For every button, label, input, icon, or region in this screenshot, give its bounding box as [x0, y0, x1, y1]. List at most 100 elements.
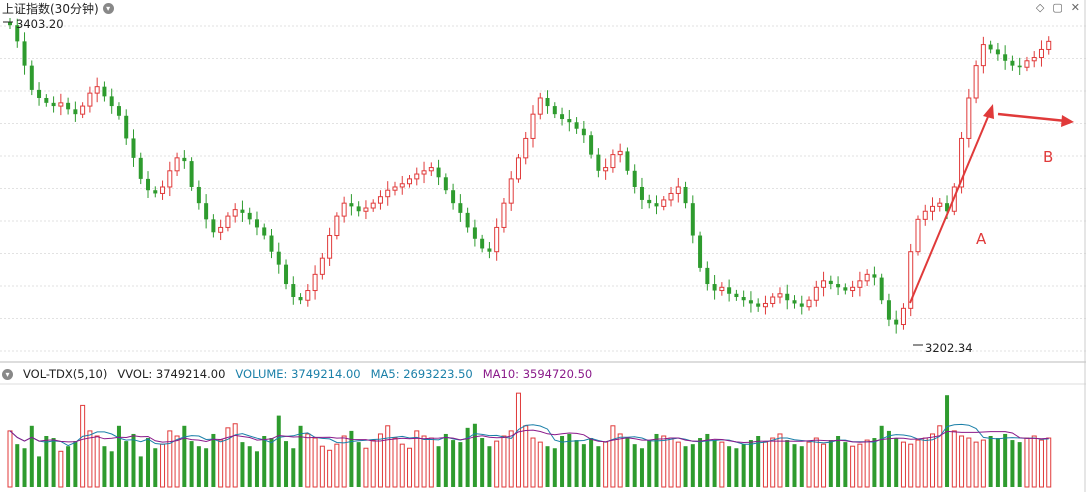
volume-bar: [37, 456, 42, 487]
arrow-b-line: [997, 112, 1067, 123]
candle-body: [225, 215, 231, 228]
volume-bar: [589, 438, 594, 487]
candle-body: [930, 205, 936, 212]
volume-bar: [341, 435, 347, 488]
volume-bar: [73, 441, 78, 487]
volume-bar: [719, 441, 725, 488]
volume-bar: [705, 433, 710, 487]
candle-body: [857, 280, 863, 288]
candle-body: [632, 170, 637, 187]
ma5-label: MA5: 2693223.50: [370, 367, 473, 381]
candle-body: [51, 102, 56, 107]
volume-bar: [29, 425, 34, 487]
window-controls: ◇ ▢ ✕: [1036, 1, 1080, 14]
volume-bar: [741, 444, 746, 487]
candle-body: [312, 273, 318, 292]
volume-bar: [44, 436, 49, 487]
volume-bar: [959, 435, 965, 488]
candle-body: [472, 227, 477, 239]
candle-body: [428, 167, 434, 172]
volume-bar: [748, 440, 753, 487]
ma10-label: MA10: 3594720.50: [482, 367, 593, 381]
volume-bar: [523, 425, 529, 488]
arrow-b-head: [1061, 115, 1074, 127]
volume-bar: [15, 444, 20, 487]
candle-body: [240, 209, 245, 213]
candle-body: [836, 284, 841, 288]
candle-body: [349, 203, 354, 207]
volume-bar: [407, 447, 413, 488]
candle-body: [356, 206, 361, 212]
ma5-line: [9, 423, 1049, 447]
candle-body: [204, 203, 209, 220]
candle-body: [146, 178, 151, 191]
candle-body: [1017, 65, 1022, 68]
volume-bar: [945, 395, 950, 487]
volume-bar: [232, 423, 238, 488]
candle-body: [603, 167, 609, 172]
volume-bar: [756, 436, 761, 487]
candle-body: [22, 41, 27, 66]
volume-bar: [196, 446, 201, 487]
candle-body: [661, 199, 667, 207]
volume-bar: [872, 438, 877, 487]
candle-body: [174, 157, 180, 172]
candle-body: [87, 92, 93, 107]
candle-body: [589, 135, 594, 155]
candle-body: [770, 296, 776, 304]
candle-body: [44, 97, 49, 103]
candle-body: [407, 178, 413, 185]
volume-bar: [458, 442, 463, 487]
candle-body: [458, 203, 463, 213]
volume-bar: [836, 436, 841, 487]
volume-bar: [284, 441, 289, 487]
candle-body: [654, 203, 659, 207]
candle-body: [785, 293, 790, 301]
volume-bar: [799, 446, 804, 487]
candle-body: [821, 280, 827, 288]
volume-bar: [1003, 433, 1008, 487]
candle-body: [712, 284, 717, 291]
chevron-down-icon[interactable]: ▾: [102, 2, 114, 14]
candle-body: [102, 86, 107, 97]
volume-bar: [428, 437, 434, 488]
volume-bar: [370, 439, 376, 488]
volume-legend: ▾ VOL-TDX(5,10) VVOL: 3749214.00 VOLUME:…: [0, 366, 1086, 382]
low-label: 3202.34: [925, 341, 973, 355]
volume-bar: [153, 448, 158, 487]
volume-bar: [762, 441, 768, 488]
volume-bar: [487, 446, 492, 487]
volume-bar: [879, 425, 884, 487]
candle-body: [850, 286, 856, 292]
volume-bar: [792, 444, 797, 487]
candle-body: [189, 161, 194, 187]
candle-body: [886, 300, 891, 320]
chevron-down-icon[interactable]: ▾: [2, 368, 13, 380]
candle-body: [864, 273, 870, 282]
candle-body: [675, 186, 681, 194]
diamond-icon[interactable]: ◇: [1035, 1, 1045, 14]
ma-lines: [9, 423, 1049, 447]
window-icon[interactable]: ▢: [1052, 1, 1063, 14]
candle-body: [8, 21, 12, 26]
volume-bar: [94, 435, 100, 488]
candle-body: [900, 307, 906, 326]
candle-body: [392, 186, 398, 191]
volume-bar: [211, 433, 216, 487]
volume-bar: [109, 451, 114, 487]
candle-body: [777, 293, 783, 298]
candle-body: [443, 177, 448, 191]
volume-bar: [124, 441, 129, 487]
volume-bar: [501, 435, 507, 488]
volume-bar: [436, 446, 441, 487]
volume-bar: [363, 447, 369, 488]
volume-bar: [966, 437, 972, 488]
volume-bar: [385, 425, 391, 488]
candle-body: [247, 212, 252, 220]
candle-body: [966, 97, 972, 139]
volume-bar: [683, 446, 688, 487]
close-icon[interactable]: ✕: [1070, 1, 1080, 14]
volume-bar: [443, 433, 448, 487]
